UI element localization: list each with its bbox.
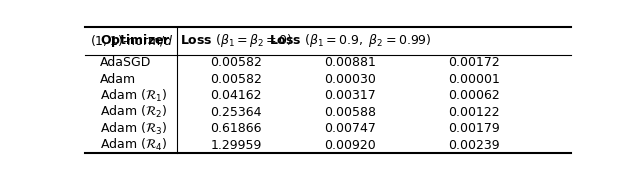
Text: Adam $(\mathcal{R}_3)$: Adam $(\mathcal{R}_3)$ [100,121,168,137]
Text: 0.61866: 0.61866 [211,122,262,135]
Text: 0.04162: 0.04162 [211,89,262,102]
Text: 0.00062: 0.00062 [449,89,500,102]
Text: 0.00747: 0.00747 [324,122,376,135]
Text: 0.00881: 0.00881 [324,56,376,69]
Text: 0.00588: 0.00588 [324,106,376,119]
Text: 1.29959: 1.29959 [211,139,262,152]
Text: Adam $(\mathcal{R}_1)$: Adam $(\mathcal{R}_1)$ [100,88,168,104]
Text: 0.00030: 0.00030 [324,73,376,86]
Text: 0.00172: 0.00172 [449,56,500,69]
Text: 0.00239: 0.00239 [449,139,500,152]
Text: 0.00582: 0.00582 [211,73,262,86]
Text: 0.00317: 0.00317 [324,89,376,102]
Text: Adam $(\mathcal{R}_4)$: Adam $(\mathcal{R}_4)$ [100,137,168,153]
Text: Adam $(\mathcal{R}_2)$: Adam $(\mathcal{R}_2)$ [100,104,168,120]
Text: AdaSGD: AdaSGD [100,56,151,69]
Text: 0.00179: 0.00179 [449,122,500,135]
Text: 0.00582: 0.00582 [211,56,262,69]
Text: 0.00920: 0.00920 [324,139,376,152]
Text: 0.00122: 0.00122 [449,106,500,119]
Text: $\mathbf{Loss}$ $(\beta_1 = 0.9,\ \beta_2 = 0.99)$: $\mathbf{Loss}$ $(\beta_1 = 0.9,\ \beta_… [269,32,432,49]
Text: 0.25364: 0.25364 [211,106,262,119]
Text: $\mathbf{Loss}$ $(\beta_1 = \beta_2 = 0)$: $\mathbf{Loss}$ $(\beta_1 = \beta_2 = 0)… [180,32,292,49]
Text: Adam: Adam [100,73,136,86]
Text: $(1,1)$$\mathbf{\text{-norm}}$$/d$: $(1,1)$$\mathbf{\text{-norm}}$$/d$ [90,33,174,48]
Text: 0.00001: 0.00001 [449,73,500,86]
Text: $\mathbf{Optimizer}$: $\mathbf{Optimizer}$ [100,32,171,49]
